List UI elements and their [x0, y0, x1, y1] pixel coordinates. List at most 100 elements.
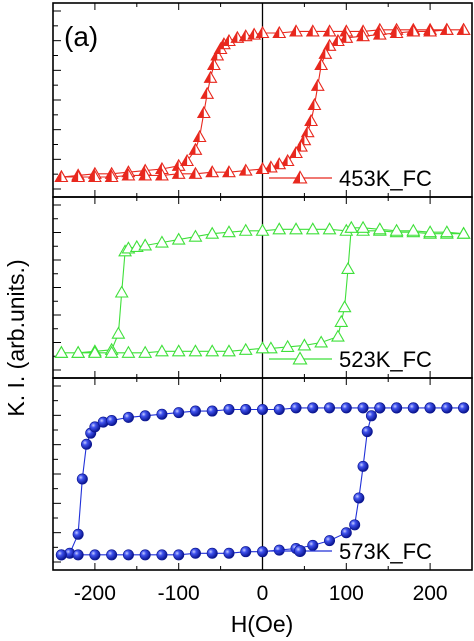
data-point	[330, 33, 345, 47]
data-point	[289, 24, 303, 37]
x-tick-label: -200	[74, 582, 116, 605]
data-point	[324, 402, 336, 414]
data-point	[188, 166, 203, 179]
data-point	[341, 261, 355, 275]
data-point	[72, 549, 84, 561]
data-point	[171, 166, 186, 179]
data-point	[173, 407, 185, 419]
data-point	[240, 546, 252, 558]
data-point	[238, 163, 253, 176]
data-point	[318, 46, 333, 59]
x-tick-label: 200	[413, 582, 448, 605]
x-tick-label: 0	[257, 582, 269, 605]
data-point	[280, 153, 295, 167]
data-point	[374, 402, 386, 414]
data-point	[310, 78, 325, 91]
data-point	[223, 403, 235, 415]
data-point	[439, 225, 454, 238]
data-point	[222, 344, 236, 357]
data-point	[121, 168, 136, 181]
data-point	[357, 402, 369, 414]
data-point	[304, 113, 319, 127]
data-point	[205, 165, 220, 178]
data-point	[391, 402, 403, 414]
data-point	[89, 549, 101, 561]
data-point	[238, 223, 253, 236]
data-point	[322, 24, 337, 37]
data-point	[240, 403, 252, 415]
data-point	[122, 549, 134, 561]
data-point	[423, 24, 438, 37]
data-point	[180, 153, 195, 167]
data-point	[337, 300, 352, 313]
data-point	[200, 86, 215, 99]
data-point	[238, 342, 253, 355]
data-point	[289, 222, 303, 235]
data-point	[424, 402, 436, 414]
data-point	[356, 29, 371, 42]
data-point	[273, 544, 285, 556]
data-point	[154, 168, 169, 181]
data-point	[106, 549, 118, 561]
data-point	[222, 33, 236, 47]
data-point	[389, 25, 404, 39]
data-point	[76, 473, 88, 485]
data-point	[89, 421, 101, 433]
x-tick-label: 100	[329, 582, 364, 605]
data-point	[171, 344, 186, 357]
data-point	[71, 169, 86, 183]
data-point	[353, 492, 365, 504]
data-point	[71, 345, 86, 358]
data-point	[305, 222, 320, 235]
panel-2: 523K_FC	[52, 196, 473, 379]
data-point	[188, 344, 203, 357]
legend: 453K_FC	[269, 166, 432, 191]
data-point	[196, 105, 211, 119]
legend-label: 523K_FC	[339, 347, 432, 372]
panel-3: 573K_FC	[52, 377, 473, 571]
data-point	[171, 232, 186, 245]
data-point	[189, 547, 201, 559]
data-point	[406, 223, 421, 236]
panel-label: (a)	[64, 21, 98, 52]
series-line	[61, 407, 464, 556]
data-point	[307, 402, 319, 414]
data-point	[389, 223, 404, 236]
data-point	[154, 235, 169, 248]
data-point	[344, 220, 359, 233]
data-point	[305, 24, 320, 37]
data-point	[280, 339, 295, 352]
data-point	[356, 220, 371, 233]
data-point	[339, 30, 354, 43]
data-point	[290, 402, 302, 414]
data-point	[406, 24, 421, 37]
data-point	[372, 222, 387, 235]
data-point	[138, 168, 153, 181]
data-point	[205, 344, 220, 357]
data-point	[206, 57, 221, 71]
data-point	[138, 345, 153, 358]
data-point	[54, 345, 69, 358]
data-point	[263, 341, 278, 354]
data-point	[154, 344, 169, 357]
data-point	[407, 402, 419, 414]
data-point	[255, 161, 270, 175]
data-point	[256, 546, 268, 558]
data-point	[423, 225, 438, 238]
data-point	[156, 408, 168, 420]
plot-panels: 453K_FC 523K_FC 573K_FC -200 -100 0 100 200	[52, 2, 473, 605]
data-point	[255, 341, 270, 354]
data-point	[349, 519, 361, 531]
data-point	[222, 225, 236, 238]
data-point	[361, 426, 373, 438]
data-point	[111, 326, 126, 339]
data-point	[122, 411, 134, 423]
data-point	[314, 57, 329, 71]
data-point	[307, 97, 322, 111]
data-point	[192, 129, 207, 143]
data-point	[297, 338, 312, 351]
data-point	[255, 223, 270, 236]
data-point	[294, 139, 308, 152]
data-point	[139, 549, 151, 561]
data-point	[441, 402, 453, 414]
